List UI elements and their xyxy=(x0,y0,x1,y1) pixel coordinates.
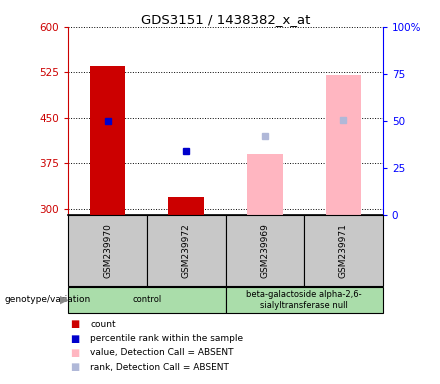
Text: control: control xyxy=(132,295,161,305)
Text: ▶: ▶ xyxy=(59,295,68,305)
Text: ■: ■ xyxy=(70,334,80,344)
Text: genotype/variation: genotype/variation xyxy=(4,295,91,305)
Bar xyxy=(247,154,282,215)
Text: GSM239972: GSM239972 xyxy=(182,223,191,278)
Text: GSM239971: GSM239971 xyxy=(339,223,348,278)
Text: rank, Detection Call = ABSENT: rank, Detection Call = ABSENT xyxy=(90,362,229,372)
Bar xyxy=(326,75,361,215)
Text: GSM239969: GSM239969 xyxy=(260,223,269,278)
Bar xyxy=(169,197,204,215)
Text: count: count xyxy=(90,320,116,329)
Text: ■: ■ xyxy=(70,319,80,329)
Text: percentile rank within the sample: percentile rank within the sample xyxy=(90,334,243,343)
Text: GSM239970: GSM239970 xyxy=(103,223,112,278)
Text: value, Detection Call = ABSENT: value, Detection Call = ABSENT xyxy=(90,348,234,358)
Text: ■: ■ xyxy=(70,348,80,358)
Title: GDS3151 / 1438382_x_at: GDS3151 / 1438382_x_at xyxy=(141,13,310,26)
Text: ■: ■ xyxy=(70,362,80,372)
Bar xyxy=(90,66,125,215)
Text: beta-galactoside alpha-2,6-
sialyltransferase null: beta-galactoside alpha-2,6- sialyltransf… xyxy=(246,290,362,310)
